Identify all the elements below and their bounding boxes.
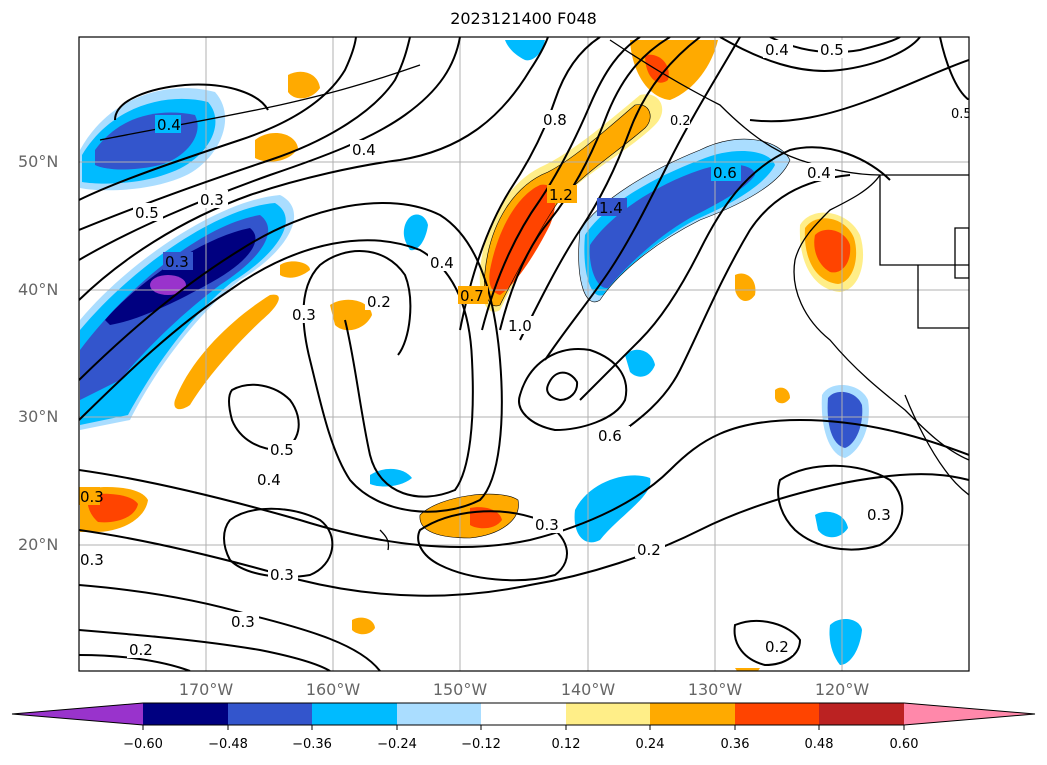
contour-label: 0.5 [135,204,159,222]
contour-label: 0.3 [292,306,316,324]
colorbar-tick-label: 0.36 [720,737,750,752]
lat-label-20n: 20°N [18,535,59,554]
colorbar-tick-label: 0.60 [889,737,919,752]
colorbar-swatch [481,703,566,725]
colorbar-swatch [312,703,397,725]
contour-label: 0.3 [200,191,224,209]
contour-label: 0.4 [430,254,454,272]
colorbar-swatch [228,703,312,725]
contour-label: 0.4 [765,41,789,59]
lon-label-140w: 140°W [560,680,616,699]
colorbar-swatch [735,703,819,725]
colorbar-tick-label: 0.24 [635,737,665,752]
contour-label: 0.4 [352,141,376,159]
shaded-field: 0.4 0.5 0.4 0.4 0.3 0.5 0.3 0.2 0.4 0.3 … [79,37,972,671]
contour-label: 0.3 [80,551,104,569]
map-title: 2023121400 F048 [450,9,597,28]
contour-label: 0.5 [820,41,844,59]
colorbar-high-extend [904,703,1035,725]
highlight-outlines [419,104,791,539]
coastlines [99,39,969,551]
contour-label: 0.2 [129,641,153,659]
contour-lines [79,37,969,671]
lon-label-150w: 150°W [432,680,488,699]
colorbar-swatch [397,703,481,725]
colorbar-swatch [143,703,228,725]
colorbar-tick-label: 0.12 [551,737,581,752]
negative-anomaly-south [574,475,651,543]
colorbar [11,702,1036,730]
lat-label-50n: 50°N [18,152,59,171]
contour-label: 0.3 [270,566,294,584]
colorbar-swatch [819,703,904,725]
contour-label: 0.2 [670,114,691,129]
contour-label: 0.3 [867,506,891,524]
contour-label: 0.4 [157,116,181,134]
gridlines [79,37,969,671]
contour-label: 0.5 [951,107,972,122]
colorbar-swatch [650,703,735,725]
contour-label: 0.5 [270,441,294,459]
colorbar-tick-label: −0.36 [292,737,332,752]
contour-label: 1.2 [549,186,573,204]
contour-label: 0.3 [535,516,559,534]
positive-anomaly-south [419,494,519,538]
lon-label-120w: 120°W [814,680,870,699]
lon-label-170w: 170°W [178,680,234,699]
lon-label-160w: 160°W [305,680,361,699]
contour-label: 1.4 [599,199,623,217]
colorbar-tick-label: −0.48 [208,737,248,752]
contour-label: 0.4 [807,164,831,182]
colorbar-tick-label: 0.48 [804,737,834,752]
contour-label: 0.2 [765,638,789,656]
colorbar-tick-label: −0.12 [461,737,501,752]
contour-label: 0.3 [231,613,255,631]
colorbar-swatch [566,703,650,725]
lat-label-40n: 40°N [18,280,59,299]
colorbar-low-extend [12,703,143,725]
colorbar-tick-label: −0.24 [377,737,417,752]
map-frame [78,36,970,672]
contour-label: 0.4 [257,471,281,489]
contour-label: 1.0 [508,317,532,335]
contour-label: 0.3 [165,253,189,271]
contour-label: 0.7 [460,287,484,305]
lon-label-130w: 130°W [687,680,743,699]
contour-value-labels: 0.4 0.5 0.4 0.4 0.3 0.5 0.3 0.2 0.4 0.3 … [79,40,972,659]
contour-label: 0.6 [713,164,737,182]
contour-label: 0.2 [637,541,661,559]
negative-anomaly-east-core [827,391,863,448]
contour-label: 0.6 [598,427,622,445]
contour-label: 0.2 [367,293,391,311]
contour-label: 0.8 [543,111,567,129]
contour-label: 0.3 [80,488,104,506]
colorbar-tick-label: −0.60 [123,737,163,752]
positive-anomaly-north [630,40,718,100]
lat-label-30n: 30°N [18,407,59,426]
